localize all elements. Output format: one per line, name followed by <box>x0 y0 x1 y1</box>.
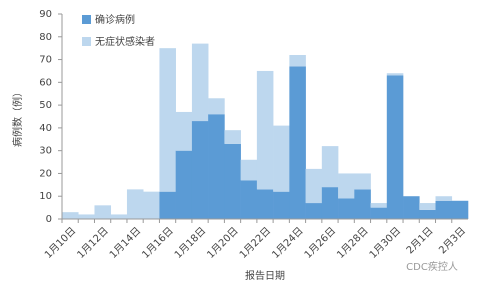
bar-segment <box>62 212 79 219</box>
bar-segment <box>126 189 144 219</box>
bar-segment <box>354 189 371 219</box>
bar-segment <box>143 191 160 219</box>
y-tick-label: 20 <box>39 168 52 179</box>
x-tick-label: 1月16日 <box>140 225 176 261</box>
bar-segment <box>256 70 274 190</box>
bar-segment <box>191 43 209 122</box>
bar-segment <box>208 98 225 115</box>
y-tick-label: 10 <box>39 191 52 202</box>
bar-segment <box>370 203 388 208</box>
bar-segment <box>110 214 128 219</box>
x-axis-label: 报告日期 <box>245 269 285 282</box>
y-tick-label: 80 <box>39 32 52 43</box>
legend-label: 确诊病例 <box>95 13 135 26</box>
bar-segment <box>419 209 436 219</box>
bar-segment <box>321 146 339 188</box>
bar-segment <box>78 214 95 219</box>
bar-segment <box>159 48 176 192</box>
bar-segment <box>224 143 241 219</box>
y-tick-label: 40 <box>39 123 52 134</box>
bar-segment <box>289 55 306 67</box>
bar-segment <box>321 187 339 219</box>
bar-segment <box>159 191 176 219</box>
x-tick-label: 2月3日 <box>436 225 468 257</box>
bar-segment <box>386 75 404 219</box>
x-tick-label: 1月24日 <box>270 225 306 261</box>
bar-segment <box>435 200 453 219</box>
y-tick-label: 30 <box>39 146 52 157</box>
bar-segment <box>338 173 355 199</box>
x-tick-label: 1月18日 <box>172 225 208 261</box>
legend-swatch <box>82 15 91 24</box>
bar-segment <box>354 173 371 190</box>
bar-segment <box>256 189 274 219</box>
bar-segment <box>451 200 469 219</box>
legend-swatch <box>82 37 91 46</box>
bar-segment <box>240 159 258 181</box>
x-tick-label: 1月14日 <box>107 225 143 261</box>
y-axis-label: 病例数（例） <box>11 87 24 147</box>
bar-segment <box>370 207 388 219</box>
bar-segment <box>289 66 306 219</box>
bar-segment <box>386 73 404 76</box>
x-tick-label: 1月12日 <box>75 225 111 261</box>
bar-segment <box>435 196 453 201</box>
bar-segment <box>305 203 323 219</box>
y-tick-label: 0 <box>46 214 52 225</box>
y-tick-label: 70 <box>39 55 52 66</box>
y-tick-label: 50 <box>39 100 52 111</box>
bar-segment <box>175 111 193 151</box>
bar-segment <box>338 198 355 219</box>
x-tick-label: 1月26日 <box>302 225 338 261</box>
x-tick-label: 1月30日 <box>367 225 403 261</box>
bar-segment <box>305 168 323 204</box>
bar-segment <box>175 150 193 219</box>
bar-segment <box>94 205 112 219</box>
bar-segment <box>224 130 241 144</box>
x-tick-label: 1月22日 <box>237 225 273 261</box>
x-tick-label: 1月28日 <box>335 225 371 261</box>
y-tick-label: 90 <box>39 9 52 20</box>
bar-segment <box>191 121 209 219</box>
bar-segment <box>403 196 420 219</box>
bar-segment <box>273 125 290 192</box>
x-tick-label: 1月10日 <box>42 225 78 261</box>
x-tick-label: 2月1日 <box>404 225 436 257</box>
bar-segment <box>240 180 258 219</box>
x-tick-label: 1月20日 <box>205 225 241 261</box>
watermark: CDC疾控人 <box>406 260 458 273</box>
bar-segment <box>273 191 290 219</box>
legend-label: 无症状感染者 <box>95 35 155 48</box>
bar-segment <box>419 203 436 210</box>
bar-segment <box>208 114 225 219</box>
y-tick-label: 60 <box>39 77 52 88</box>
